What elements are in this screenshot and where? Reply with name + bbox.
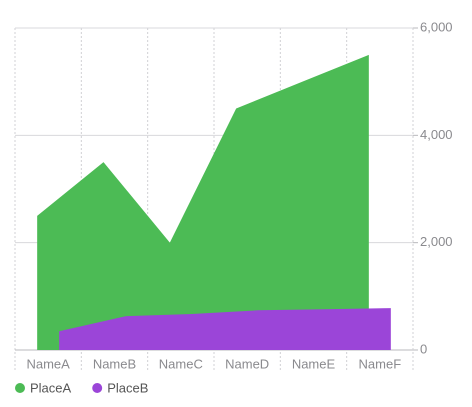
x-tick-label: NameD	[225, 356, 269, 371]
x-tick-label: NameA	[26, 356, 70, 371]
x-tick-label: NameC	[159, 356, 203, 371]
legend-label: PlaceB	[107, 380, 148, 395]
x-tick-label: NameE	[292, 356, 336, 371]
y-tick-label: 6,000	[420, 19, 453, 34]
y-tick-label: 4,000	[420, 127, 453, 142]
x-tick-label: NameB	[93, 356, 136, 371]
area	[37, 54, 369, 350]
area	[59, 308, 391, 350]
legend-swatch	[92, 383, 103, 393]
legend-label: PlaceA	[30, 380, 72, 395]
y-tick-label: 0	[420, 341, 427, 356]
x-tick-label: NameF	[359, 356, 402, 371]
legend-swatch	[15, 383, 25, 393]
y-tick-label: 2,000	[420, 234, 453, 249]
